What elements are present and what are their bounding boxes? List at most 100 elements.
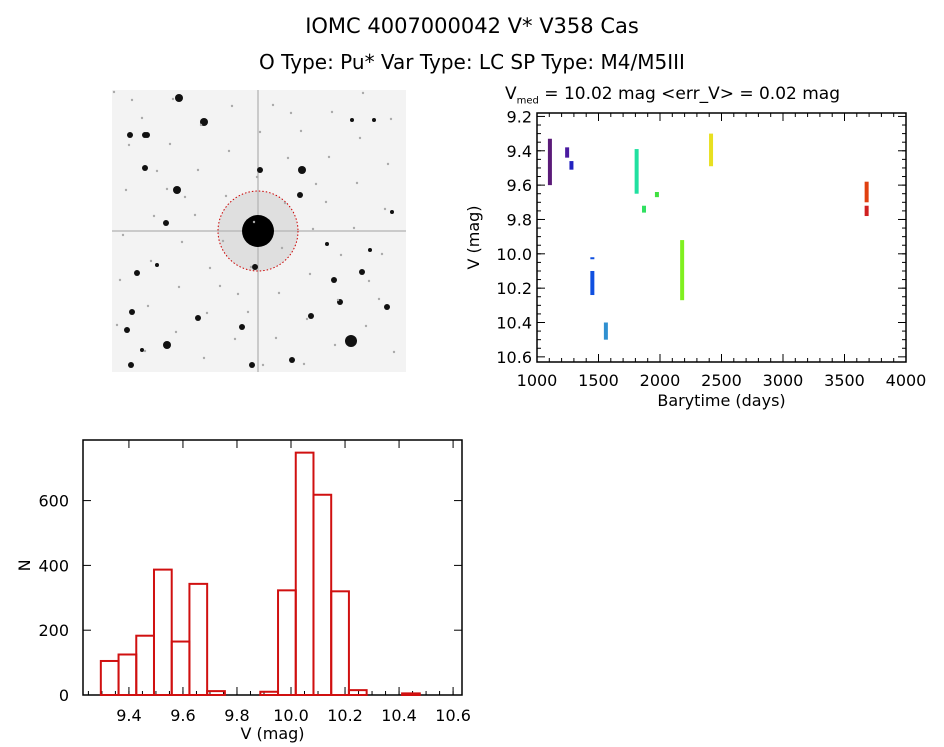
histogram-bar	[312, 493, 333, 696]
faint-star	[361, 91, 365, 95]
faint-star	[149, 259, 153, 263]
faint-star	[202, 356, 206, 360]
faint-star	[305, 317, 309, 321]
y-tick-label: 10.4	[496, 314, 532, 333]
data-point-cluster	[864, 181, 869, 203]
histogram-bar	[401, 692, 421, 696]
x-tick-label: 10.2	[327, 706, 363, 725]
faint-star	[118, 278, 122, 282]
x-tick-label: 1000	[517, 371, 558, 390]
faint-star	[152, 214, 156, 218]
y-tick-label: 9.2	[507, 107, 532, 126]
star-field-image	[112, 90, 406, 372]
chart-title: IOMC 4007000042 V* V358 Cas	[305, 14, 639, 38]
faint-star	[286, 156, 290, 160]
histogram-bar	[277, 589, 297, 696]
lightcurve-title-sub: med	[516, 95, 539, 107]
x-tick-label: 1500	[578, 371, 619, 390]
faint-star	[383, 207, 387, 211]
star	[200, 118, 208, 126]
data-point-cluster	[634, 149, 639, 194]
star	[249, 362, 255, 368]
faint-star	[377, 297, 381, 301]
faint-star	[299, 129, 303, 133]
star	[308, 313, 314, 319]
histogram-bar	[117, 653, 138, 696]
data-point-cluster	[642, 205, 647, 213]
faint-star	[165, 187, 169, 191]
histogram-bar	[170, 640, 191, 697]
star	[124, 327, 130, 333]
star	[173, 186, 181, 194]
faint-star	[140, 116, 144, 120]
x-tick-label: 9.8	[224, 706, 249, 725]
histogram-bar	[330, 590, 350, 696]
histogram-bar	[152, 568, 173, 696]
target-star	[242, 215, 274, 247]
star	[163, 220, 169, 226]
star	[134, 270, 140, 276]
star	[140, 348, 144, 352]
x-tick-label: 2500	[701, 371, 742, 390]
faint-star	[380, 252, 384, 256]
faint-star	[218, 284, 222, 288]
faint-star	[127, 143, 131, 147]
star	[298, 166, 306, 174]
faint-star	[271, 103, 275, 107]
faint-star	[249, 265, 253, 269]
faint-star	[277, 291, 281, 295]
star	[390, 210, 394, 214]
y-tick-label: 10.2	[496, 279, 532, 298]
faint-star	[314, 182, 318, 186]
star	[384, 304, 390, 310]
faint-star	[364, 324, 368, 328]
x-tick-label: 4000	[886, 371, 927, 390]
faint-star	[355, 181, 359, 185]
y-tick-label: 9.6	[507, 176, 532, 195]
faint-star	[124, 188, 128, 192]
faint-star	[121, 233, 125, 237]
faint-star	[174, 330, 178, 334]
histogram-bar	[347, 689, 368, 696]
data-point-cluster	[569, 161, 574, 170]
star	[239, 324, 245, 330]
aperture-circle	[217, 190, 299, 272]
data-point-cluster	[603, 322, 608, 340]
faint-star	[183, 195, 187, 199]
star	[372, 118, 376, 122]
star	[128, 362, 134, 368]
faint-star	[308, 272, 312, 276]
x-tick-label: 2000	[640, 371, 681, 390]
faint-star	[283, 201, 287, 205]
faint-star	[302, 362, 306, 366]
star	[252, 264, 258, 270]
lightcurve-title-v: V	[505, 84, 517, 104]
lightcurve-title-rest: = 10.02 mag <err_V> = 0.02 mag	[538, 84, 841, 104]
star	[331, 277, 337, 283]
star	[127, 132, 133, 138]
data-point-cluster	[547, 138, 552, 186]
data-point-cluster	[864, 205, 869, 217]
faint-star	[289, 111, 293, 115]
faint-star	[208, 266, 212, 270]
faint-star	[233, 337, 237, 341]
faint-star	[255, 175, 259, 179]
faint-star	[339, 253, 343, 257]
plot-frame	[82, 439, 463, 696]
faint-star	[358, 136, 362, 140]
faint-star	[115, 323, 119, 327]
lightcurve-plot: 1000 1500 2000 2500 3000 3500 4000 9.2 9.4 9.6 9.8…	[464, 107, 927, 410]
data-point-cluster	[590, 270, 595, 296]
faint-star	[224, 194, 228, 198]
faint-star	[261, 363, 265, 367]
faint-star	[236, 292, 240, 296]
x-tick-label: 9.6	[170, 706, 195, 725]
faint-star	[177, 285, 181, 289]
faint-star	[352, 226, 356, 230]
x-axis-label: V (mag)	[240, 724, 304, 743]
data-point-cluster	[654, 191, 659, 198]
data-point-cluster	[565, 147, 570, 158]
star	[359, 269, 365, 275]
faint-star	[112, 90, 116, 94]
star	[142, 165, 148, 171]
